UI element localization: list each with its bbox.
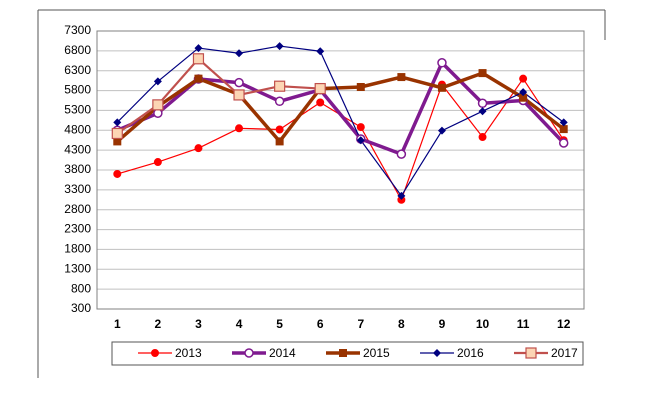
x-tick-label: 5 xyxy=(276,317,283,331)
x-tick-label: 11 xyxy=(517,317,530,331)
point xyxy=(316,98,325,107)
point xyxy=(559,118,568,127)
series-line xyxy=(116,57,321,135)
y-tick-label: 3300 xyxy=(64,182,91,196)
point xyxy=(437,83,446,92)
y-tick-label: 5300 xyxy=(64,103,91,117)
point xyxy=(519,93,528,102)
point xyxy=(519,74,528,83)
y-tick-label: 300 xyxy=(71,301,91,315)
point xyxy=(356,123,365,132)
point xyxy=(339,349,347,357)
point xyxy=(194,44,203,53)
point xyxy=(192,53,205,65)
point xyxy=(478,69,487,78)
point xyxy=(525,347,537,359)
point xyxy=(275,42,284,51)
y-tick-label: 2300 xyxy=(64,222,91,236)
point xyxy=(275,137,284,146)
point xyxy=(235,124,244,133)
legend-label: 2015 xyxy=(363,346,390,360)
plot-area xyxy=(96,30,585,310)
point xyxy=(433,349,441,357)
x-tick-label: 4 xyxy=(236,317,243,331)
y-tick-label: 7300 xyxy=(64,23,91,37)
point xyxy=(113,118,122,127)
y-tick-label: 1300 xyxy=(64,261,91,275)
x-tick-label: 3 xyxy=(195,317,202,331)
point xyxy=(151,349,159,357)
legend-label: 2017 xyxy=(551,346,578,360)
point xyxy=(244,348,254,358)
x-tick-label: 7 xyxy=(357,317,364,331)
y-tick-label: 4300 xyxy=(64,142,91,156)
x-tick-label: 8 xyxy=(398,317,405,331)
x-tick-label: 2 xyxy=(155,317,162,331)
point xyxy=(274,96,285,107)
legend-label: 2016 xyxy=(457,346,484,360)
x-tick-label: 6 xyxy=(317,317,324,331)
y-tick-label: 4800 xyxy=(64,122,91,136)
point xyxy=(153,77,162,86)
series-line xyxy=(116,71,565,144)
point xyxy=(275,125,284,134)
point xyxy=(397,191,406,200)
point xyxy=(478,107,487,116)
point xyxy=(316,47,325,56)
x-tick-label: 1 xyxy=(114,317,121,331)
legend-label: 2013 xyxy=(175,346,202,360)
point xyxy=(152,99,164,111)
point xyxy=(519,88,528,97)
point xyxy=(113,169,122,178)
point xyxy=(113,137,122,146)
point xyxy=(478,133,487,142)
point xyxy=(153,158,162,167)
y-tick-label: 6300 xyxy=(64,63,91,77)
point xyxy=(437,126,446,135)
legend-label: 2014 xyxy=(269,346,296,360)
point xyxy=(356,136,365,145)
point xyxy=(194,74,203,83)
y-tick-label: 800 xyxy=(71,281,91,295)
point xyxy=(314,82,326,95)
x-tick-label: 10 xyxy=(476,317,490,331)
point xyxy=(235,49,244,58)
y-tick-label: 6800 xyxy=(64,43,91,57)
point xyxy=(477,98,488,109)
point xyxy=(437,58,447,68)
point xyxy=(233,89,245,101)
point xyxy=(274,80,286,92)
y-tick-label: 3800 xyxy=(64,162,91,176)
point xyxy=(234,77,244,88)
series-line xyxy=(116,45,565,197)
y-tick-label: 1800 xyxy=(64,242,91,256)
y-tick-label: 2800 xyxy=(64,202,91,216)
y-tick-label: 5800 xyxy=(64,83,91,97)
x-tick-label: 12 xyxy=(557,317,571,331)
point xyxy=(558,138,569,148)
point xyxy=(111,127,123,140)
point xyxy=(356,82,365,91)
point xyxy=(194,144,203,153)
point xyxy=(397,73,406,82)
x-tick-label: 9 xyxy=(439,317,446,331)
point xyxy=(396,149,407,159)
point xyxy=(559,125,568,134)
